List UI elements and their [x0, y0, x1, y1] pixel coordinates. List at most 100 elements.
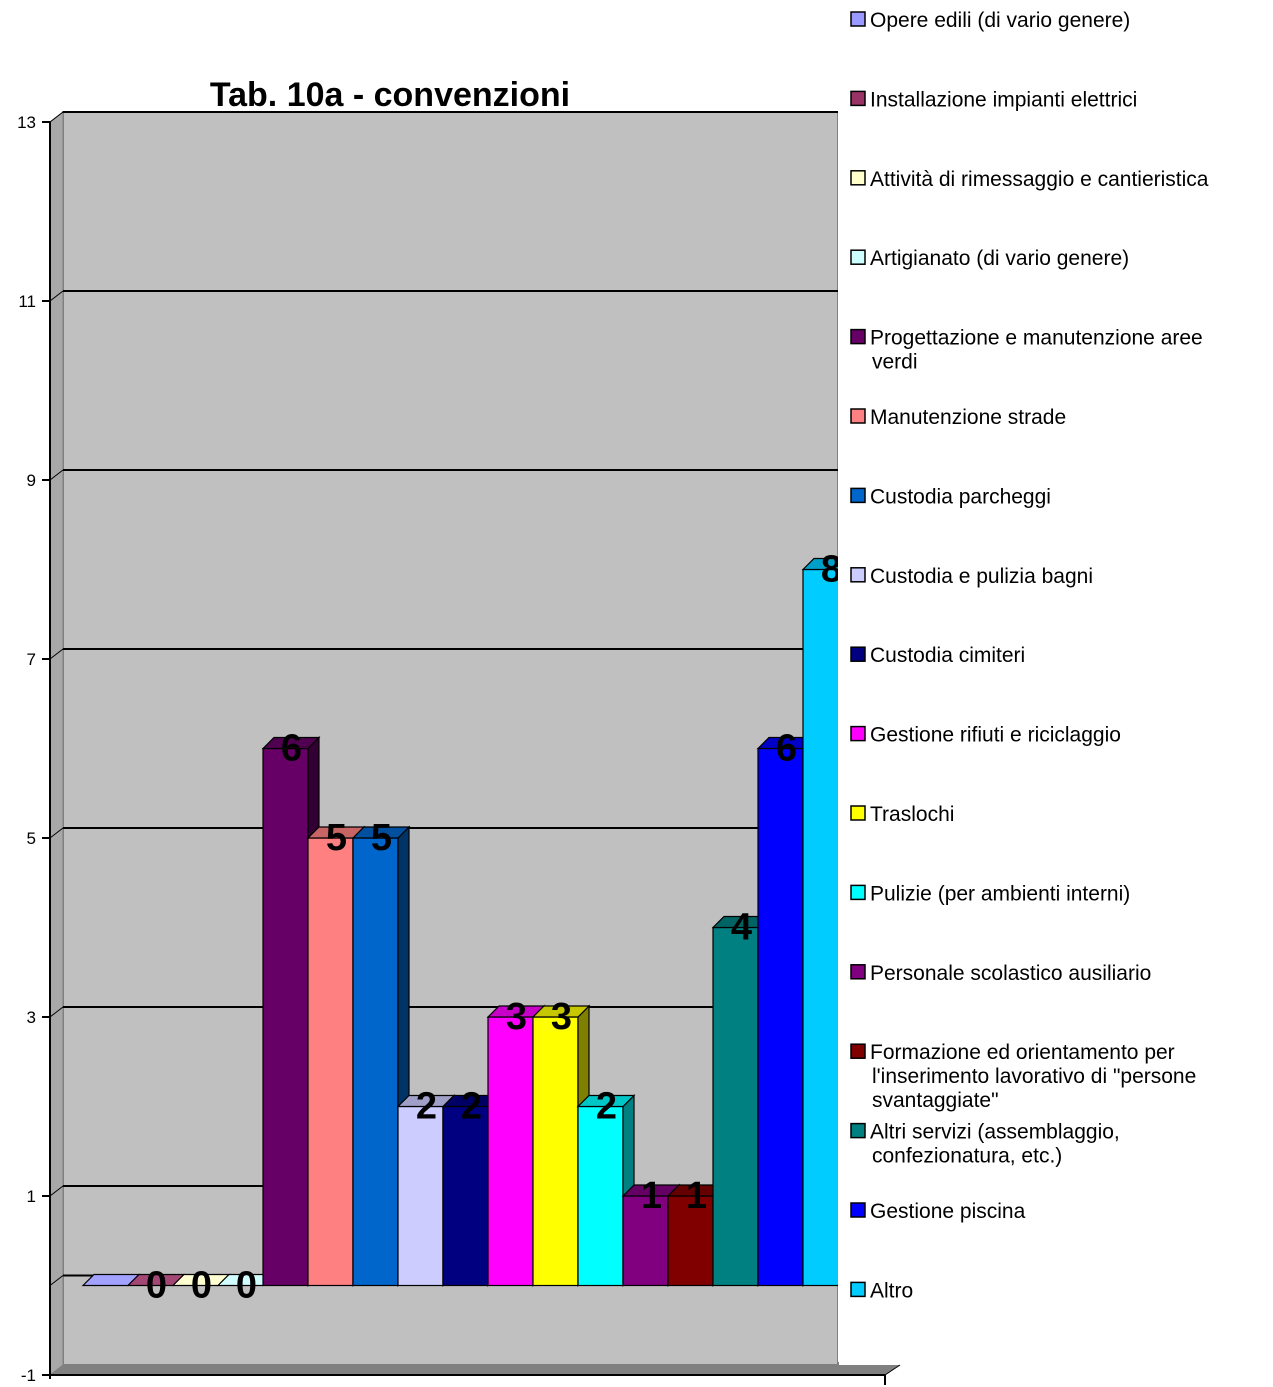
legend-swatch — [850, 964, 866, 980]
data-label: 2 — [596, 1086, 617, 1128]
bar-front — [397, 1105, 444, 1287]
legend-label: Personale scolastico ausiliario — [870, 962, 1151, 985]
legend: Opere edili (di vario genere) Installazio… — [838, 0, 1273, 1362]
bar-12 — [576, 1094, 636, 1287]
bar-front — [532, 1016, 579, 1287]
bar-top — [531, 1005, 591, 1018]
data-label: 2 — [461, 1086, 482, 1128]
gridline-side — [49, 1275, 64, 1286]
gridline-side — [49, 111, 64, 123]
legend-swatch — [850, 249, 866, 265]
legend-item-8: Custodia e pulizia bagni — [850, 565, 1093, 588]
legend-label: verdi — [872, 351, 918, 374]
legend-swatch — [850, 11, 866, 27]
data-label: 3 — [506, 996, 527, 1038]
gridline-side — [49, 827, 64, 839]
legend-panel — [838, 0, 1273, 1362]
legend-swatch — [850, 805, 866, 821]
legend-swatch — [850, 408, 866, 424]
chart-title: Tab. 10a - convenzioni — [210, 76, 570, 114]
bar-top — [351, 826, 411, 839]
legend-item-2: Installazione impianti elettrici — [850, 88, 1137, 111]
legend-label: Progettazione e manutenzione aree — [870, 327, 1203, 350]
y-tick-label: -1 — [21, 1366, 36, 1385]
data-label: 1 — [686, 1175, 707, 1217]
bar-front — [712, 926, 759, 1287]
legend-swatch — [850, 487, 866, 504]
bar-front — [262, 747, 309, 1287]
legend-item-10: Gestione rifiuti e riciclaggio — [850, 724, 1121, 747]
legend-label: confezionatura, etc.) — [872, 1145, 1062, 1168]
legend-swatch — [850, 884, 866, 901]
bar-top — [261, 736, 321, 750]
floor-edge — [884, 1364, 901, 1376]
y-tick-label: 9 — [27, 471, 36, 490]
legend-item-12: Pulizie (per ambienti interni) — [850, 882, 1130, 905]
legend-label: Custodia cimiteri — [870, 644, 1025, 667]
data-label: 8 — [821, 549, 842, 591]
bar-front — [307, 837, 354, 1287]
data-label: 6 — [776, 728, 797, 770]
gridline-side — [49, 648, 64, 660]
legend-swatch — [850, 1281, 866, 1298]
legend-label: Altri servizi (assemblaggio, — [870, 1121, 1120, 1144]
legend-item-3: Attività di rimessaggio e cantieristica — [850, 168, 1209, 191]
legend-label: l'inserimento lavorativo di "persone — [872, 1065, 1196, 1088]
legend-label: Altro — [870, 1279, 913, 1302]
legend-label: Traslochi — [870, 803, 954, 826]
floor — [50, 1365, 900, 1375]
legend-label: Attività di rimessaggio e cantieristica — [870, 168, 1209, 191]
bar-top — [576, 1094, 636, 1108]
legend-label: Pulizie (per ambienti interni) — [870, 882, 1130, 905]
bar-front — [667, 1195, 714, 1287]
legend-item-17: Altro — [850, 1279, 913, 1302]
legend-label: Custodia e pulizia bagni — [870, 565, 1093, 588]
legend-swatch — [850, 1202, 866, 1218]
side-wall — [49, 110, 64, 1377]
legend-item-1: Opere edili (di vario genere) — [850, 9, 1130, 32]
data-label: 4 — [731, 907, 752, 949]
data-label: 5 — [371, 817, 392, 859]
bar-front — [577, 1105, 624, 1287]
data-label: 0 — [191, 1265, 212, 1307]
y-tick-label: 5 — [27, 829, 36, 848]
legend-label: Manutenzione strade — [870, 406, 1066, 429]
legend-item-16: Gestione piscina — [850, 1200, 1026, 1223]
legend-item-6: Manutenzione strade — [850, 406, 1066, 429]
legend-swatch — [850, 90, 866, 107]
y-tick-label: 13 — [17, 113, 36, 132]
data-label: 3 — [551, 996, 572, 1038]
legend-item-14: Formazione ed orientamento perl'inserime… — [850, 1041, 1196, 1112]
legend-label: Formazione ed orientamento per — [870, 1041, 1175, 1064]
legend-item-7: Custodia parcheggi — [850, 485, 1051, 508]
data-label: 6 — [281, 728, 302, 770]
legend-label: Gestione piscina — [870, 1200, 1026, 1223]
legend-swatch — [850, 1122, 866, 1139]
gridline-side — [49, 469, 64, 481]
legend-swatch — [850, 1043, 866, 1059]
legend-label: Installazione impianti elettrici — [870, 88, 1137, 111]
data-label: 0 — [146, 1265, 167, 1307]
legend-item-4: Artigianato (di vario genere) — [850, 247, 1129, 270]
legend-label: Custodia parcheggi — [870, 485, 1051, 508]
legend-label: Opere edili (di vario genere) — [870, 9, 1130, 32]
legend-item-15: Altri servizi (assemblaggio,confezionatu… — [850, 1121, 1120, 1168]
data-label: 0 — [236, 1265, 257, 1307]
bar-front — [622, 1195, 669, 1287]
legend-swatch — [850, 567, 866, 583]
bar-front — [352, 837, 399, 1287]
bar-11 — [531, 1004, 591, 1287]
y-tick-label: 3 — [27, 1008, 36, 1027]
legend-item-9: Custodia cimiteri — [850, 644, 1025, 667]
gridline-side — [49, 1185, 64, 1197]
legend-swatch — [850, 646, 866, 662]
legend-label: Gestione rifiuti e riciclaggio — [870, 724, 1121, 747]
legend-swatch — [850, 328, 866, 345]
data-label: 2 — [416, 1086, 437, 1128]
bar-front — [487, 1016, 534, 1287]
legend-swatch — [850, 725, 866, 742]
gridline-side — [49, 1006, 64, 1018]
